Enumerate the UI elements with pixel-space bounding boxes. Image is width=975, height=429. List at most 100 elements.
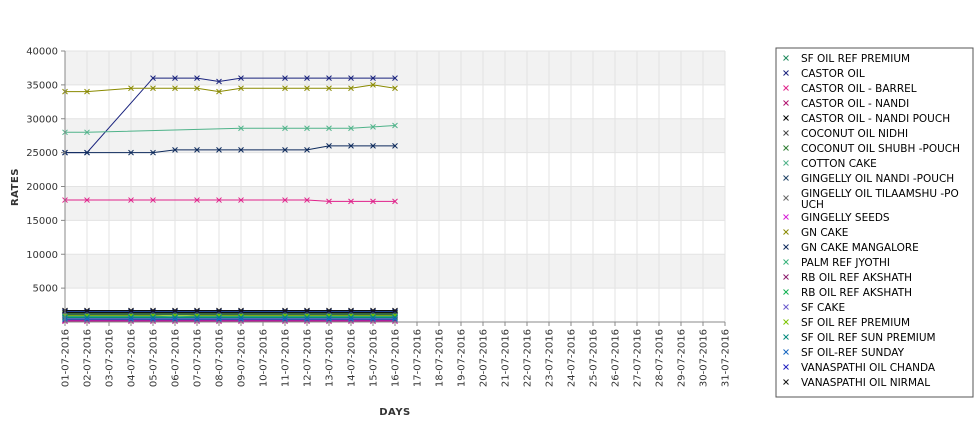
data-point [783, 115, 789, 121]
data-point [348, 125, 354, 132]
series [62, 122, 398, 136]
y-tick-label: 10000 [26, 250, 58, 261]
data-point [128, 85, 134, 92]
x-axis-title: DAYS [379, 407, 411, 418]
data-point [216, 88, 222, 95]
x-tick-label: 14-07-2016 [347, 329, 358, 387]
data-point [783, 289, 789, 295]
legend-label: PALM REF JYOTHI [801, 257, 890, 269]
legend-label: GINGELLY OIL NANDI -POUCH [801, 173, 954, 185]
data-point [84, 149, 90, 156]
x-tick-label: 23-07-2016 [545, 329, 556, 387]
data-point [304, 197, 310, 203]
data-point [783, 195, 789, 201]
legend-item: COCONUT OIL SHUBH -POUCH [783, 143, 960, 155]
series-line [65, 145, 395, 154]
data-point [783, 334, 789, 340]
legend-label: GN CAKE MANGALORE [801, 242, 919, 254]
data-point [84, 129, 90, 136]
legend-label: CASTOR OIL - NANDI POUCH [801, 113, 950, 125]
legend-label: COTTON CAKE [801, 158, 877, 170]
data-point [150, 307, 156, 314]
legend-label: VANASPATHI OIL NIRMAL [801, 377, 930, 389]
data-point [392, 122, 398, 129]
legend-label: UCH [801, 199, 824, 211]
legend-item: SF CAKE [783, 302, 845, 314]
x-tick-label: 07-07-2016 [193, 329, 204, 387]
axes [61, 50, 726, 326]
x-tick-label: 29-07-2016 [677, 329, 688, 387]
data-point [370, 307, 376, 314]
data-point [194, 85, 200, 92]
y-tick-label: 20000 [26, 182, 58, 193]
data-point [282, 316, 288, 323]
data-point [282, 307, 288, 314]
data-point [238, 197, 244, 203]
data-point [304, 125, 310, 132]
x-tick-label: 17-07-2016 [413, 329, 424, 387]
data-point [326, 316, 332, 323]
legend-label: GINGELLY SEEDS [801, 212, 890, 224]
x-tick-labels: 01-07-2016 02-07-2016 03-07-2016 04-07-2016… [61, 329, 732, 387]
data-point [150, 316, 156, 323]
data-point [128, 197, 134, 203]
data-point [370, 198, 376, 205]
x-tick-label: 02-07-2016 [83, 329, 94, 387]
legend-box [775, 47, 974, 398]
legend-item: SF OIL REF PREMIUM [783, 53, 910, 65]
data-point [370, 82, 376, 88]
x-tick-label: 22-07-2016 [523, 329, 534, 387]
data-point [128, 307, 134, 314]
legend-item: SF OIL REF PREMIUM [783, 317, 910, 329]
data-point [392, 316, 398, 323]
data-point [783, 274, 789, 280]
x-tick-label: 27-07-2016 [633, 329, 644, 387]
data-point [370, 124, 376, 130]
data-point [304, 307, 310, 314]
data-point [172, 75, 178, 81]
data-point [150, 197, 156, 203]
x-tick-label: 03-07-2016 [105, 329, 116, 387]
data-point [282, 75, 288, 81]
legend-item: VANASPATHI OIL CHANDA [783, 362, 936, 374]
data-point [370, 75, 376, 81]
legend: SF OIL REF PREMIUM CASTOR OIL CASTOR OIL -… [775, 47, 974, 398]
x-tick-label: 11-07-2016 [281, 329, 292, 387]
data-point [783, 364, 789, 370]
data-point [348, 198, 354, 205]
y-tick-label: 25000 [26, 148, 58, 159]
data-point [783, 175, 789, 181]
data-point [326, 307, 332, 314]
data-point [783, 160, 789, 166]
data-point [326, 198, 332, 205]
x-tick-label: 16-07-2016 [391, 329, 402, 387]
series-line [65, 315, 395, 318]
x-tick-label: 06-07-2016 [171, 329, 182, 387]
legend-item: GN CAKE MANGALORE [783, 242, 919, 254]
legend-label: VANASPATHI OIL CHANDA [801, 362, 936, 374]
x-tick-label: 05-07-2016 [149, 329, 160, 387]
data-point [348, 307, 354, 314]
legend-label: GN CAKE [801, 227, 848, 239]
legend-item: GN CAKE [783, 227, 848, 239]
data-point [370, 142, 376, 149]
legend-item: COTTON CAKE [783, 158, 877, 170]
legend-label: SF OIL REF PREMIUM [801, 53, 910, 65]
data-point [194, 307, 200, 314]
data-point [150, 149, 156, 156]
x-tick-label: 15-07-2016 [369, 329, 380, 387]
data-point [783, 349, 789, 355]
data-point [128, 316, 134, 323]
data-point [282, 125, 288, 132]
legend-label: SF OIL REF SUN PREMIUM [801, 332, 936, 344]
legend-label: RB OIL REF AKSHATH [801, 272, 912, 284]
legend-item: SF OIL REF SUN PREMIUM [783, 332, 936, 344]
series-line [65, 84, 396, 93]
data-point [150, 75, 156, 81]
x-tick-label: 13-07-2016 [325, 329, 336, 387]
data-point [326, 75, 332, 81]
data-point [326, 85, 332, 92]
legend-label: CASTOR OIL - BARREL [801, 83, 917, 95]
x-tick-label: 10-07-2016 [259, 329, 270, 387]
